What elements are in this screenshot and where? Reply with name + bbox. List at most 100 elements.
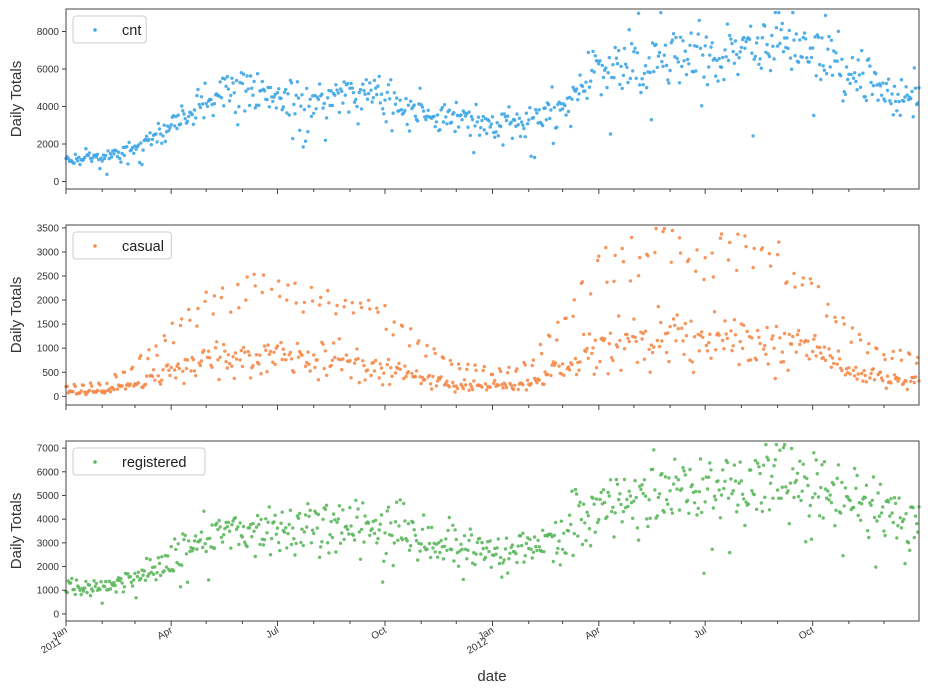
data-point	[766, 458, 770, 462]
data-point	[556, 320, 560, 324]
data-point	[615, 62, 620, 66]
data-point	[697, 490, 701, 494]
data-point	[365, 368, 370, 372]
data-point	[719, 232, 724, 236]
data-point	[607, 342, 611, 346]
data-point	[130, 365, 135, 369]
data-point	[485, 546, 489, 550]
data-point	[620, 86, 624, 91]
data-point	[372, 369, 377, 373]
data-point	[871, 367, 876, 371]
data-point	[449, 362, 454, 366]
data-point	[208, 536, 212, 540]
data-point	[567, 95, 572, 100]
data-point	[302, 107, 307, 112]
data-point	[495, 546, 499, 550]
data-point	[794, 32, 798, 36]
data-point	[286, 531, 290, 536]
data-point	[743, 234, 747, 238]
data-point	[321, 342, 325, 346]
data-point	[174, 376, 178, 380]
data-point	[661, 229, 665, 234]
y-tick-label: 2000	[37, 140, 60, 151]
data-point	[405, 122, 409, 127]
data-point	[625, 65, 629, 70]
data-point	[603, 500, 607, 505]
data-point	[354, 498, 358, 502]
data-point	[73, 152, 78, 156]
data-point	[296, 516, 301, 520]
data-point	[187, 539, 191, 543]
data-point	[787, 522, 791, 526]
data-point	[710, 41, 714, 45]
data-point	[785, 36, 789, 40]
data-point	[885, 88, 890, 93]
data-point	[308, 369, 312, 373]
data-point	[501, 386, 505, 390]
data-point	[265, 97, 269, 102]
data-point	[827, 498, 831, 502]
data-point	[149, 570, 153, 574]
data-point	[567, 368, 572, 372]
data-point	[160, 141, 164, 145]
data-point	[187, 114, 191, 119]
data-point	[675, 56, 679, 61]
data-point	[98, 383, 102, 387]
data-point	[349, 81, 353, 86]
data-point	[687, 257, 691, 261]
data-point	[293, 553, 297, 557]
data-point	[240, 81, 245, 86]
data-point	[738, 339, 742, 344]
data-point	[543, 106, 547, 110]
data-point	[825, 314, 829, 318]
data-point	[241, 345, 246, 350]
data-point	[600, 63, 604, 68]
data-point	[227, 361, 232, 366]
data-point	[837, 357, 842, 361]
y-tick-label: 500	[42, 368, 59, 379]
data-point	[818, 514, 822, 518]
data-point	[287, 113, 291, 117]
data-point	[279, 96, 283, 101]
data-point	[176, 362, 180, 366]
data-point	[648, 70, 652, 75]
data-point	[361, 359, 365, 363]
data-point	[908, 548, 912, 552]
data-point	[539, 351, 544, 356]
data-point	[257, 103, 261, 108]
data-point	[749, 468, 753, 472]
data-point	[821, 64, 825, 68]
data-point	[341, 508, 345, 512]
data-point	[703, 44, 707, 48]
data-point	[511, 387, 516, 392]
data-point	[503, 383, 508, 387]
data-point	[127, 140, 131, 145]
data-point	[243, 109, 247, 113]
data-point	[796, 60, 801, 64]
data-point	[134, 596, 138, 600]
data-point	[241, 72, 246, 76]
data-point	[268, 349, 273, 354]
data-point	[158, 382, 163, 386]
data-point	[369, 373, 373, 378]
data-point	[809, 55, 814, 60]
data-point	[366, 91, 371, 96]
data-point	[788, 481, 793, 485]
data-point	[381, 383, 385, 387]
data-point	[857, 73, 862, 77]
data-point	[744, 39, 748, 44]
data-point	[832, 361, 836, 366]
y-tick-label: 2000	[37, 562, 60, 573]
data-point	[521, 383, 525, 387]
data-point	[884, 386, 888, 390]
data-point	[388, 382, 392, 387]
data-point	[79, 592, 83, 597]
data-point	[677, 508, 682, 512]
data-point	[163, 338, 167, 343]
data-point	[828, 493, 832, 497]
data-point	[700, 330, 704, 334]
data-point	[652, 345, 656, 349]
data-point	[438, 128, 442, 132]
data-point	[257, 362, 261, 366]
data-point	[608, 132, 613, 136]
